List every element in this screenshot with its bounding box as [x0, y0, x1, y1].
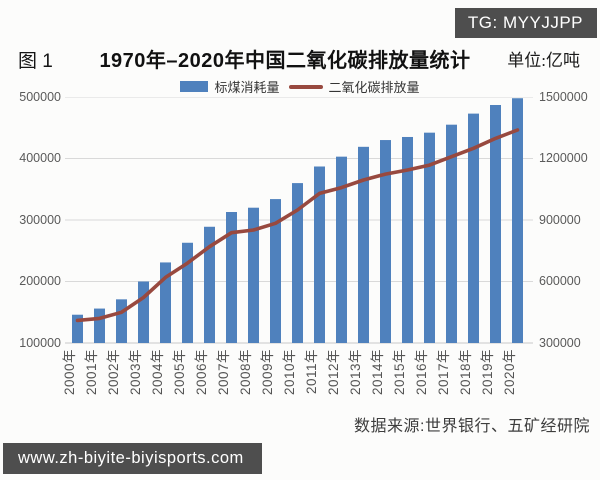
- x-axis-label-2004年: 2004年: [149, 349, 165, 396]
- left-axis-tick: 100000: [19, 335, 61, 350]
- bar-2005年: [182, 242, 193, 343]
- x-axis-label-2020年: 2020年: [501, 349, 517, 396]
- watermark-url: www.zh-biyite-biyisports.com: [3, 443, 262, 474]
- x-axis-label-2007年: 2007年: [215, 349, 231, 396]
- x-axis-label-2010年: 2010年: [281, 349, 297, 396]
- bar-2003年: [138, 281, 149, 343]
- bar-2000年: [72, 314, 83, 343]
- x-axis-label-2012年: 2012年: [325, 349, 341, 396]
- bar-2016年: [424, 132, 435, 343]
- right-axis-tick: 300000: [539, 335, 581, 350]
- bar-2010年: [292, 183, 303, 343]
- bar-2012年: [336, 156, 347, 343]
- legend-label-coal: 标煤消耗量: [214, 80, 280, 95]
- x-axis-label-2018年: 2018年: [457, 349, 473, 396]
- x-axis-label-2011年: 2011年: [303, 349, 319, 395]
- chart-plot: [65, 97, 533, 344]
- left-axis-tick: 500000: [19, 89, 61, 104]
- bar-2011年: [314, 166, 325, 343]
- figure-number-label: 图 1: [18, 51, 53, 72]
- right-axis-tick: 1200000: [539, 151, 588, 165]
- x-axis-label-2013年: 2013年: [347, 349, 363, 396]
- bar-2014年: [380, 140, 391, 343]
- x-axis-label-2016年: 2016年: [413, 349, 429, 396]
- line-series-swatch-icon: [288, 84, 323, 89]
- chart-title: 1970年–2020年中国二氧化碳排放量统计: [99, 50, 471, 72]
- bar-2018年: [468, 113, 479, 343]
- chart-legend: 标煤消耗量 二氧化碳排放量: [0, 77, 600, 96]
- x-axis-label-2015年: 2015年: [391, 349, 407, 396]
- legend-item-coal: 标煤消耗量: [180, 77, 280, 96]
- bar-series-swatch-icon: [180, 81, 209, 92]
- x-axis-label-2017年: 2017年: [435, 349, 451, 396]
- x-axis-label-2019年: 2019年: [479, 349, 495, 396]
- x-axis-label-2006年: 2006年: [193, 349, 209, 396]
- x-axis-label-2009年: 2009年: [259, 349, 275, 396]
- bar-2015年: [402, 136, 413, 343]
- left-axis-tick: 300000: [19, 212, 61, 227]
- x-axis-label-2002年: 2002年: [105, 349, 121, 396]
- right-axis-tick: 1500000: [539, 89, 588, 104]
- co2-line: [75, 128, 520, 323]
- bar-2017年: [446, 124, 457, 343]
- legend-item-co2: 二氧化碳排放量: [288, 77, 420, 96]
- right-axis-tick: 900000: [539, 212, 581, 227]
- bar-2002年: [116, 299, 127, 343]
- bar-2006年: [204, 226, 215, 343]
- tg-contact-badge: TG: MYYJJPP: [454, 8, 597, 38]
- data-source-note: 数据来源:世界银行、五矿经研院: [354, 418, 590, 435]
- right-axis-tick: 600000: [539, 274, 581, 288]
- legend-label-co2: 二氧化碳排放量: [328, 80, 420, 95]
- x-axis-label-2001年: 2001年: [83, 349, 99, 396]
- left-axis-tick: 400000: [19, 151, 61, 165]
- x-axis-label-2005年: 2005年: [171, 349, 187, 396]
- x-axis-label-2003年: 2003年: [127, 349, 143, 396]
- bar-2004年: [160, 262, 171, 343]
- x-axis-label-2000年: 2000年: [61, 349, 77, 396]
- x-axis-label-2014年: 2014年: [369, 349, 385, 396]
- bar-2001年: [94, 308, 105, 343]
- axis-unit-label: 单位:亿吨: [507, 51, 580, 70]
- left-axis-tick: 200000: [19, 274, 61, 288]
- bar-2007年: [226, 212, 237, 343]
- bar-2008年: [248, 207, 259, 343]
- x-axis-label-2008年: 2008年: [237, 349, 253, 396]
- bar-2019年: [490, 104, 501, 344]
- bar-2020年: [512, 98, 523, 343]
- bar-2013年: [358, 146, 369, 343]
- bar-2009年: [270, 199, 281, 343]
